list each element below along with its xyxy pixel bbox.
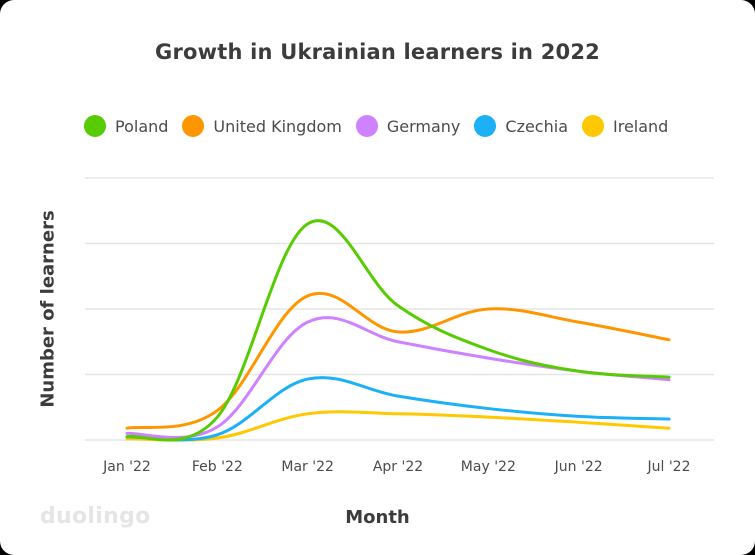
legend-dot-poland bbox=[84, 115, 106, 137]
legend-item-germany: Germany bbox=[355, 115, 461, 137]
chart-title: Growth in Ukrainian learners in 2022 bbox=[155, 40, 600, 64]
legend-item-czechia: Czechia bbox=[474, 115, 568, 137]
series-line-poland bbox=[125, 219, 671, 442]
x-tick-label: May '22 bbox=[461, 459, 516, 475]
legend-dot-ireland bbox=[582, 115, 604, 137]
legend-label-ireland: Ireland bbox=[613, 116, 669, 136]
series-line-germany bbox=[125, 316, 671, 440]
legend-label-czechia: Czechia bbox=[505, 116, 568, 136]
x-tick-label: Jan '22 bbox=[102, 459, 151, 475]
legend-item-poland: Poland bbox=[84, 115, 168, 137]
x-tick-label: Mar '22 bbox=[281, 459, 334, 475]
legend-item-united-kingdom: United Kingdom bbox=[182, 115, 342, 137]
x-tick-label: Apr '22 bbox=[373, 459, 423, 475]
legend-dot-united-kingdom bbox=[182, 115, 205, 137]
series-line-ireland bbox=[125, 410, 671, 442]
duolingo-logo: duolingo bbox=[40, 504, 151, 529]
x-tick-label: Jul '22 bbox=[646, 459, 690, 475]
legend-label-united-kingdom: United Kingdom bbox=[213, 116, 342, 136]
x-tick-label: Jun '22 bbox=[554, 459, 603, 475]
legend-label-poland: Poland bbox=[115, 116, 169, 136]
x-tick-label: Feb '22 bbox=[192, 459, 243, 475]
legend-dot-germany bbox=[355, 115, 378, 137]
series-line-united-kingdom bbox=[125, 291, 671, 430]
x-axis-label: Month bbox=[345, 507, 410, 528]
y-axis-label: Number of learners bbox=[37, 210, 59, 408]
series-line-czechia bbox=[125, 376, 671, 442]
legend-item-ireland: Ireland bbox=[582, 115, 668, 137]
legend-label-germany: Germany bbox=[386, 116, 461, 136]
legend-dot-czechia bbox=[474, 115, 497, 137]
chart-legend: Poland United Kingdom Germany Czechia Ir… bbox=[84, 115, 682, 137]
